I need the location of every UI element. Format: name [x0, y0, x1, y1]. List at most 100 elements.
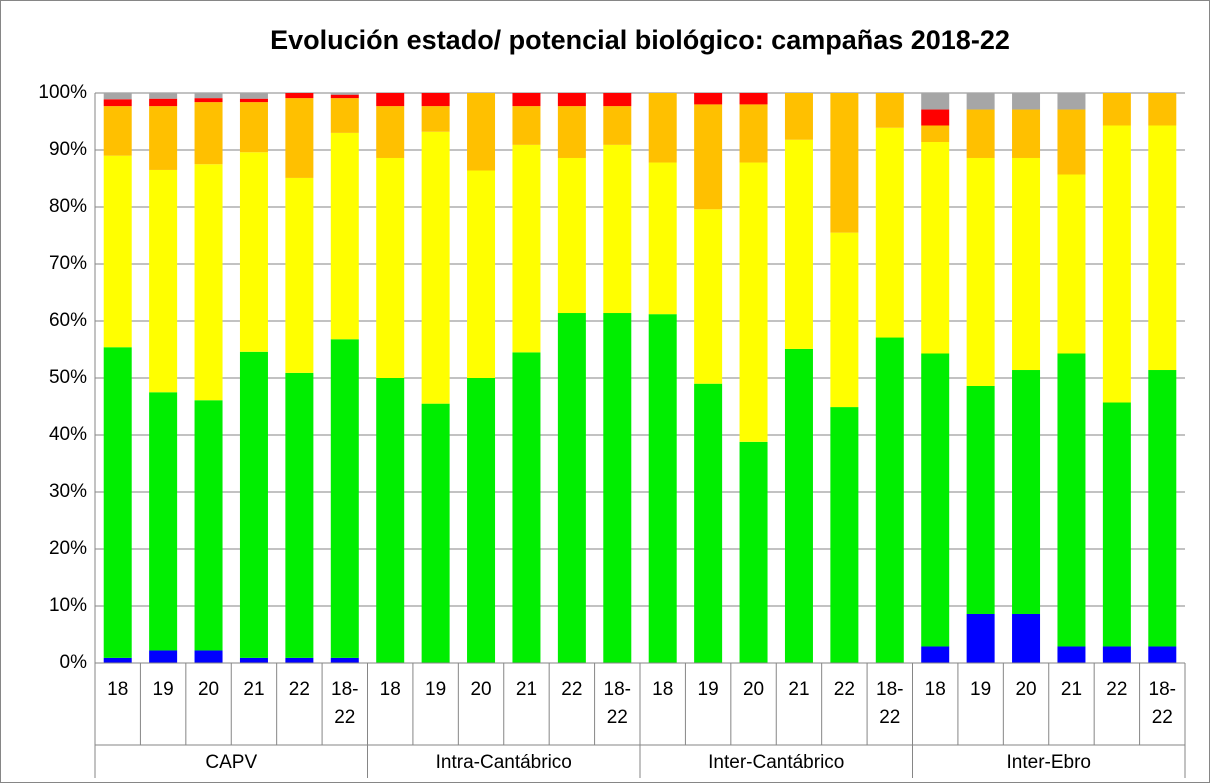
x-tick-label: 18-22	[331, 679, 358, 728]
bar-segment	[603, 106, 632, 145]
bar-segment	[875, 127, 904, 338]
bar-segment	[285, 98, 314, 178]
bar-segment	[194, 650, 223, 663]
bar-segment	[830, 232, 859, 408]
bar-segment	[603, 313, 632, 663]
bar-segment	[330, 339, 359, 658]
bar-segment	[1148, 370, 1177, 647]
y-tick-label: 90%	[49, 139, 87, 160]
bar-segment	[285, 657, 314, 663]
bar-segment	[239, 93, 268, 99]
y-tick-label: 20%	[49, 538, 87, 559]
x-tick-label: 22	[1106, 679, 1127, 700]
bar-segment	[603, 144, 632, 314]
bar-segment	[421, 131, 450, 404]
y-tick-label: 0%	[60, 652, 88, 673]
bar-segment	[1102, 125, 1131, 403]
bar-segment	[648, 314, 677, 663]
bar-segment	[1102, 402, 1131, 647]
bar-segment	[467, 170, 496, 378]
bar-segment	[103, 155, 132, 348]
y-tick-label: 60%	[49, 310, 87, 331]
x-tick-label: 21	[243, 679, 264, 700]
y-tick-label: 100%	[38, 82, 87, 103]
bar-segment	[103, 347, 132, 658]
bar-segment	[239, 102, 268, 153]
bar-segment	[467, 378, 496, 663]
bar-segment	[103, 99, 132, 107]
bar-segment	[285, 93, 314, 99]
y-tick-label: 50%	[49, 367, 87, 388]
bar-segment	[467, 93, 496, 171]
bar-segment	[330, 657, 359, 663]
x-tick-label: 21	[516, 679, 537, 700]
bar-segment	[421, 106, 450, 132]
y-tick-label: 40%	[49, 424, 87, 445]
bar-segment	[1012, 93, 1041, 110]
x-tick-label: 20	[198, 679, 219, 700]
bar-segment	[1102, 93, 1131, 126]
bar-segment	[376, 93, 405, 107]
x-tick-label: 20	[743, 679, 764, 700]
bar-segment	[1148, 93, 1177, 126]
bar-segment	[694, 209, 723, 384]
bar-segment	[1057, 174, 1086, 354]
bar-segment	[512, 93, 541, 107]
bar-segment	[421, 403, 450, 663]
bar-segment	[921, 125, 950, 143]
bar-segment	[194, 400, 223, 651]
bar-segment	[557, 106, 586, 158]
bar-segment	[194, 102, 223, 165]
bar-segment	[421, 93, 450, 107]
bar-segment	[784, 93, 813, 140]
bar-segment	[739, 162, 768, 442]
x-tick-label: 19	[698, 679, 719, 700]
bar-segment	[921, 93, 950, 110]
bar-segment	[149, 169, 178, 393]
bar-segment	[376, 106, 405, 158]
bar-segment	[784, 139, 813, 349]
bar-segment	[103, 106, 132, 156]
bar-segment	[239, 98, 268, 103]
bar-segment	[694, 104, 723, 210]
bar-segment	[512, 352, 541, 663]
group-label: Inter-Ebro	[1007, 752, 1091, 773]
x-tick-label: 20	[470, 679, 491, 700]
bar-segment	[966, 93, 995, 110]
bar-segment	[921, 353, 950, 647]
x-tick-label: 21	[788, 679, 809, 700]
bar-segment	[285, 177, 314, 373]
bar-segment	[1057, 93, 1086, 110]
bar-segment	[875, 93, 904, 128]
bar-segment	[921, 646, 950, 663]
x-tick-label: 19	[425, 679, 446, 700]
bar-segment	[149, 106, 178, 170]
y-tick-label: 80%	[49, 196, 87, 217]
bar-segment	[921, 109, 950, 126]
group-label: CAPV	[205, 752, 257, 773]
x-tick-label: 18-22	[876, 679, 903, 728]
bar-segment	[921, 142, 950, 354]
x-tick-label: 18	[380, 679, 401, 700]
bar-segment	[830, 93, 859, 233]
y-tick-label: 10%	[49, 595, 87, 616]
bar-segment	[376, 157, 405, 378]
x-tick-label: 22	[289, 679, 310, 700]
bar-segment	[648, 93, 677, 163]
bar-segment	[1012, 157, 1041, 371]
bar-segment	[239, 351, 268, 658]
chart-title: Evolución estado/ potencial biológico: c…	[270, 25, 1010, 55]
bar-segment	[376, 378, 405, 663]
x-tick-label: 18	[107, 679, 128, 700]
bar-segment	[1012, 370, 1041, 614]
x-tick-label: 18-22	[604, 679, 631, 728]
bar-segment	[1057, 646, 1086, 663]
group-label: Intra-Cantábrico	[436, 752, 572, 773]
bar-segment	[330, 98, 359, 133]
bar-segment	[557, 93, 586, 107]
bar-segment	[966, 613, 995, 663]
bar-segment	[330, 132, 359, 340]
bar-segment	[330, 94, 359, 99]
x-tick-label: 18-22	[1149, 679, 1176, 728]
